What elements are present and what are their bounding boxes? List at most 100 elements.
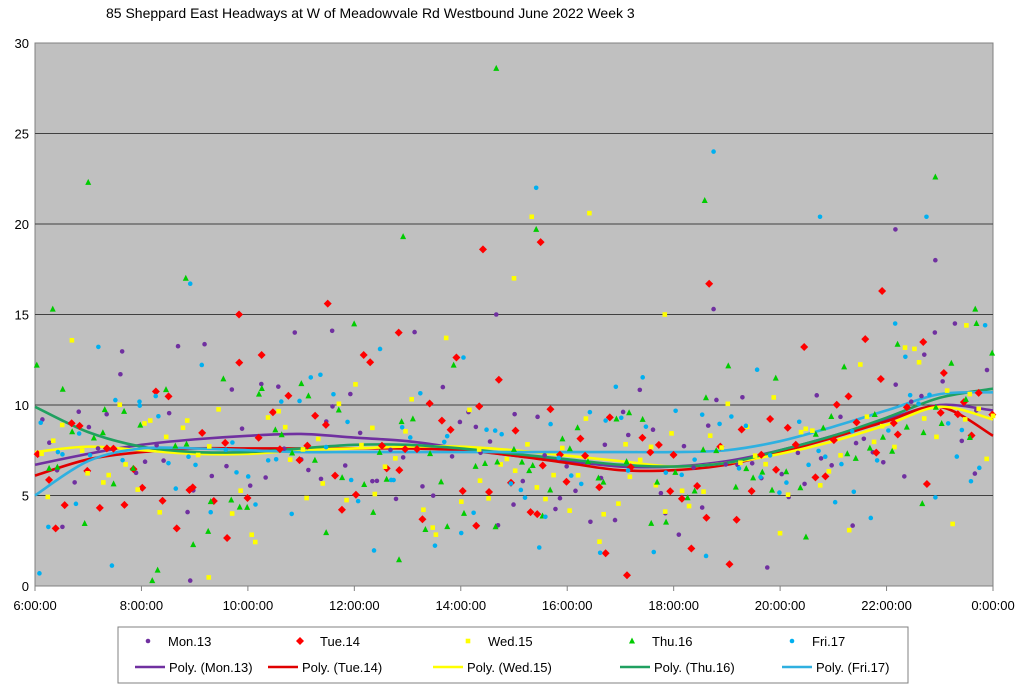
data-point [484,427,489,432]
data-point [265,458,271,463]
data-point [376,448,383,455]
data-point [493,64,500,71]
data-point [566,445,573,452]
data-point [912,346,917,352]
data-point [252,539,258,545]
data-point [208,509,213,515]
data-point [874,458,880,463]
data-point [461,355,466,360]
data-point [278,431,285,438]
data-point [763,461,768,467]
data-point [85,178,92,185]
data-point [79,448,85,453]
data-point [640,375,646,380]
data-point [161,458,166,463]
data-point [846,527,852,533]
x-tick-label: 12:00:00 [329,598,380,613]
legend-marker [465,638,471,644]
x-tick-label: 8:00:00 [120,598,163,613]
data-point [430,525,436,530]
data-point [542,453,547,458]
data-point [919,500,926,507]
data-point [973,320,980,327]
data-point [458,530,464,536]
data-point [832,400,841,409]
data-point [612,517,618,523]
data-point [298,380,305,387]
data-point [511,502,516,507]
data-point [567,508,572,513]
data-point [287,457,293,462]
data-point [889,419,898,428]
data-point [968,478,974,484]
data-point [425,399,434,408]
data-point [719,445,724,450]
data-point [157,510,163,515]
data-point [817,214,823,220]
data-point [457,419,463,425]
data-point [433,532,439,537]
data-point [73,501,79,507]
data-point [948,359,955,366]
data-point [472,521,481,530]
data-point [658,490,664,496]
data-point [654,478,661,485]
data-point [228,496,235,503]
data-point [345,419,350,425]
x-tick-label: 0:00:00 [971,598,1014,613]
data-point [133,470,139,476]
legend-marker [296,637,304,645]
data-point [777,490,782,495]
data-point [613,384,619,390]
data-point [817,483,823,488]
data-point [430,493,436,498]
data-point [560,445,565,451]
data-point [180,425,186,431]
data-point [626,409,633,416]
x-tick-label: 22:00:00 [861,598,912,613]
y-tick-label: 15 [15,308,29,323]
data-point [311,456,318,463]
data-point [853,440,859,446]
data-point [878,286,887,295]
data-point [564,464,569,469]
data-point [536,238,545,247]
data-point [783,423,792,432]
data-point [832,499,838,505]
data-point [587,409,593,415]
data-point [142,421,147,426]
data-point [952,321,958,326]
data-point [422,525,429,532]
data-point [990,413,996,419]
data-point [525,442,530,447]
data-point [51,524,60,533]
y-tick-label: 25 [15,127,29,142]
data-point [526,467,533,474]
data-point [861,436,867,442]
data-point [711,306,716,312]
data-point [460,509,467,516]
data-point [492,428,498,433]
legend-label: Tue.14 [320,634,360,649]
data-point [399,424,405,430]
data-point [864,414,870,420]
data-point [120,457,125,463]
data-point [351,490,360,499]
data-point [205,527,212,534]
data-point [272,426,279,433]
data-point [725,362,732,369]
data-point [573,488,578,494]
data-point [976,406,982,412]
data-point [229,511,235,516]
x-tick-label: 14:00:00 [435,598,486,613]
data-point [265,415,271,420]
data-point [705,423,711,428]
data-point [37,571,42,576]
data-point [616,501,621,506]
data-point [702,513,711,522]
data-point [400,455,406,460]
data-point [522,495,528,500]
scatter-series-2 [33,238,997,580]
trend-line-5 [34,390,994,497]
data-point [553,506,558,512]
